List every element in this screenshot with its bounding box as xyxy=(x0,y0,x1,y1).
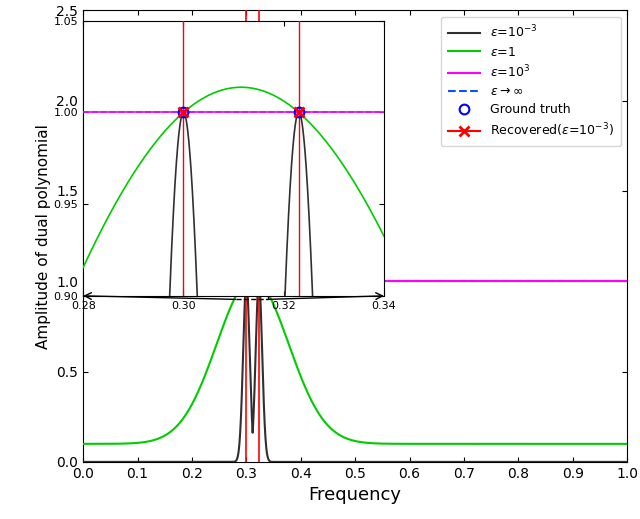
$\epsilon$=1 xyxy=(433,441,441,447)
$\epsilon$=10$^{-3}$ xyxy=(287,459,295,465)
$\epsilon$=1 xyxy=(178,417,186,423)
$\epsilon$=10$^{-3}$ xyxy=(527,459,534,465)
$\epsilon$=1 xyxy=(623,441,631,447)
Line: $\epsilon$=10$^{-3}$: $\epsilon$=10$^{-3}$ xyxy=(83,281,627,462)
X-axis label: Frequency: Frequency xyxy=(308,486,402,504)
$\epsilon$=10$^{-3}$ xyxy=(433,459,441,465)
$\epsilon$=10$^{-3}$ xyxy=(406,459,413,465)
Y-axis label: Amplitude of dual polynomial: Amplitude of dual polynomial xyxy=(36,124,51,349)
$\epsilon$=10$^{-3}$ xyxy=(485,459,493,465)
$\epsilon$=10$^{-3}$ xyxy=(79,459,87,465)
$\epsilon$=1 xyxy=(485,441,493,447)
Line: $\epsilon$=1: $\epsilon$=1 xyxy=(83,279,627,444)
Legend: $\epsilon$=10$^{-3}$, $\epsilon$=1, $\epsilon$=10$^{3}$, $\epsilon$$\rightarrow$: $\epsilon$=10$^{-3}$, $\epsilon$=1, $\ep… xyxy=(441,17,621,146)
$\epsilon$=1 xyxy=(406,441,413,447)
Bar xyxy=(236,272,268,299)
$\epsilon$=1 xyxy=(79,441,87,447)
$\epsilon$=1 xyxy=(287,348,295,354)
$\epsilon$=1 xyxy=(566,441,574,447)
$\epsilon$=10$^{-3}$ xyxy=(178,459,186,465)
$\epsilon$=10$^{-3}$ xyxy=(623,459,631,465)
$\epsilon$=10$^{-3}$ xyxy=(243,278,250,284)
$\epsilon$=1 xyxy=(249,276,257,282)
$\epsilon$=1 xyxy=(527,441,534,447)
